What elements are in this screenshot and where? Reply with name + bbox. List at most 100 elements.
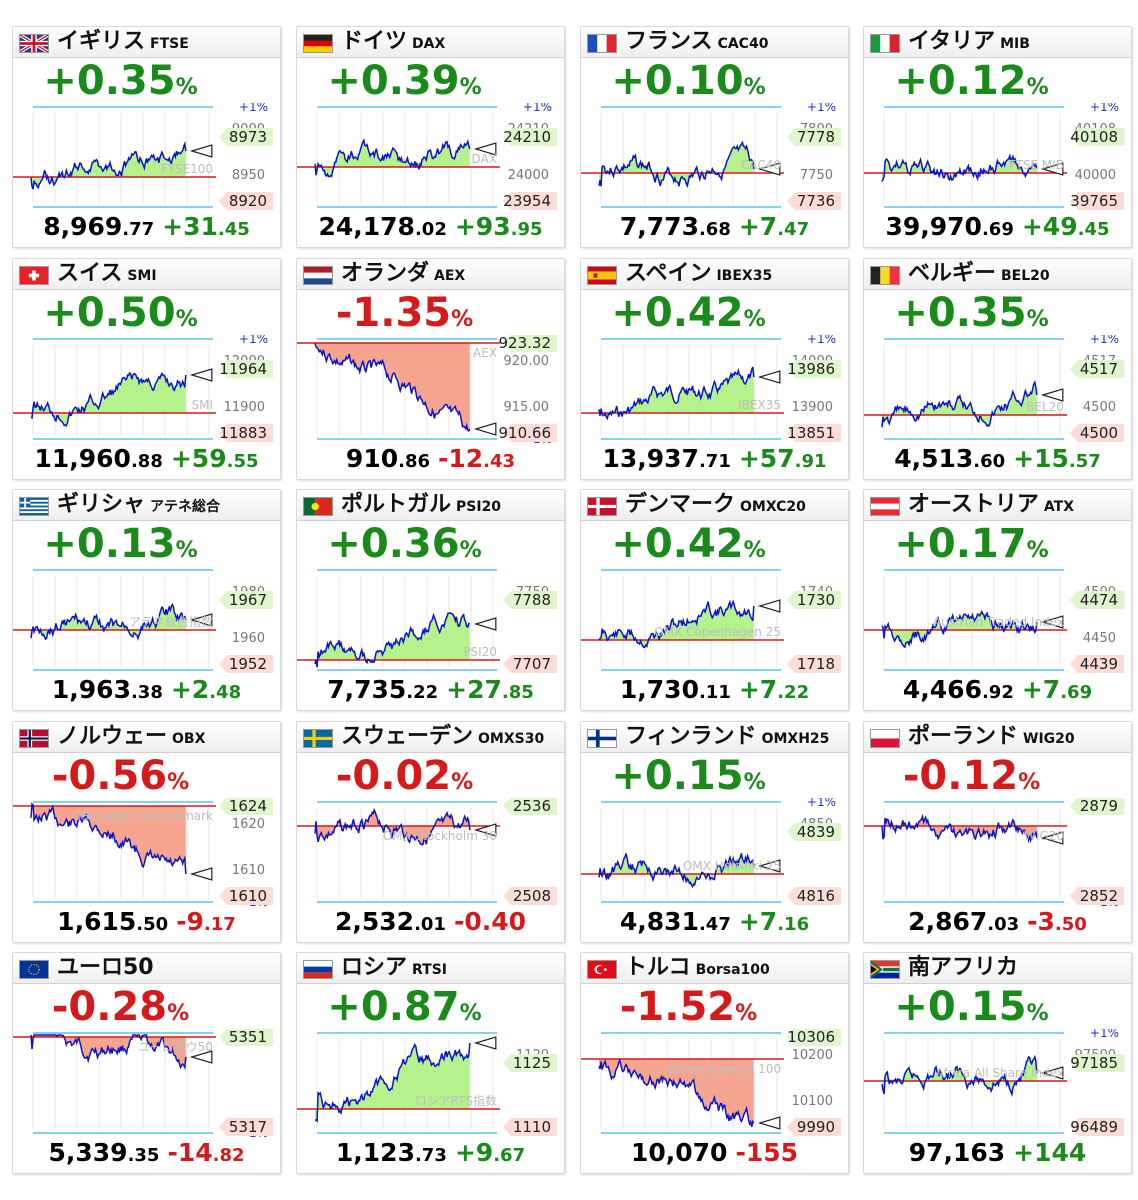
point-change: +49.45 <box>1022 212 1110 241</box>
percent-value: +0.15 <box>611 753 744 799</box>
country-name: デンマーク OMXC20 <box>625 490 806 522</box>
current-marker-icon <box>757 859 781 873</box>
index-name-label: PSI20 <box>463 645 497 659</box>
country-label: スウェーデン <box>341 724 474 749</box>
percent-unit: % <box>1018 770 1041 795</box>
card-header: スペイン IBEX35 <box>581 259 848 290</box>
percent-value: +0.50 <box>43 290 176 336</box>
change-integer: +7 <box>738 907 778 936</box>
point-change: -14.82 <box>167 1138 244 1167</box>
percent-change: -0.02% <box>297 752 512 807</box>
current-marker-icon <box>189 867 213 881</box>
price-integer: 97,163 <box>908 1138 1006 1167</box>
country-label: ドイツ <box>341 29 408 54</box>
high-tag-text: 97185 <box>1070 1054 1118 1072</box>
index-card[interactable]: ベルギーBEL20+0.35%BEL20+1%45174500451745004… <box>863 258 1132 480</box>
current-marker-icon <box>1040 615 1064 629</box>
percent-change: +0.35% <box>864 289 1079 344</box>
low-tag-text: 7736 <box>797 192 835 210</box>
low-tag-text: 1110 <box>513 1118 551 1136</box>
percent-value: +0.10 <box>611 58 744 104</box>
index-name-label: IBEX35 <box>738 398 781 412</box>
change-area <box>599 366 754 419</box>
point-change: +93.95 <box>455 212 543 241</box>
card-header: ポルトガル PSI20 <box>297 490 564 521</box>
index-card[interactable]: スウェーデン OMXS30 -0.02% OMX Stockholm 30 2536 25… <box>296 721 565 943</box>
low-tag-bg <box>787 424 841 442</box>
za-flag-icon <box>870 960 900 979</box>
price-line <box>314 612 471 668</box>
index-card[interactable]: ポルトガルPSI20+0.36%PSI207750778877077,735.2… <box>296 489 565 711</box>
change-area <box>882 382 1037 428</box>
card-header: ロシア RTSI <box>297 953 564 984</box>
scale-tick-label: 1960 <box>232 631 265 646</box>
current-marker-icon <box>189 1050 213 1064</box>
percent-change: -0.12% <box>864 752 1079 807</box>
country-name: ベルギー BEL20 <box>908 259 1050 291</box>
fi-flag-icon <box>587 729 617 748</box>
index-name-label: Africa All Share Index <box>936 1066 1064 1080</box>
price-decimal: .73 <box>414 1145 447 1166</box>
index-name-label: ロシアRTS指数 <box>415 1093 497 1108</box>
low-tag-text: 4816 <box>797 887 835 905</box>
price-integer: 1,123 <box>335 1138 415 1167</box>
dk-flag-icon <box>587 497 617 516</box>
index-card[interactable]: イギリスFTSE+0.35%FTSE100+1%9000895089738920… <box>12 26 281 248</box>
index-card[interactable]: ギリシャアテネ総合+0.13%アテネ総合指数19801960196719521,… <box>12 489 281 711</box>
scale-tick-label: 1610 <box>232 863 265 878</box>
index-card[interactable]: オランダAEX-1.35%AEX-1%920.00915.00923.32910… <box>296 258 565 480</box>
uk-flag-icon <box>19 34 49 53</box>
index-card[interactable]: ドイツDAX+0.39%DAX+1%2421024000242102395424… <box>296 26 565 248</box>
change-area <box>599 142 754 187</box>
percent-change: +0.13% <box>13 520 228 575</box>
index-card[interactable]: ロシアRTSI+0.87%ロシアRTS指数1120112511101,123.7… <box>296 952 565 1174</box>
high-tag: 2536 <box>503 798 557 815</box>
intraday-chart: PSI20775077887707 <box>297 569 557 673</box>
price-row: 2,532.01 -0.40 <box>297 906 564 941</box>
card-header: デンマーク OMXC20 <box>581 490 848 521</box>
change-decimal: .16 <box>777 914 810 935</box>
low-tag-text: 5317 <box>229 1118 267 1136</box>
low-tag: 13851 <box>787 424 841 442</box>
price-line <box>598 853 755 889</box>
change-integer: -3 <box>1027 907 1055 936</box>
country-label: オーストリア <box>908 492 1039 517</box>
price-integer: 4,466 <box>902 675 982 704</box>
country-name: イギリス FTSE <box>57 27 189 59</box>
index-card[interactable]: フランスCAC40+0.10%CAC40+1%78007750777877367… <box>580 26 849 248</box>
price-row: 13,937.71 +57.91 <box>581 443 848 478</box>
index-code: RTSI <box>412 962 448 978</box>
high-tag-text: 1125 <box>513 1054 551 1072</box>
country-name: ドイツ DAX <box>341 27 445 59</box>
price-row: 1,123.73 +9.67 <box>297 1137 564 1172</box>
country-label: ポルトガル <box>341 492 452 517</box>
price-integer: 8,969 <box>43 212 123 241</box>
index-code: OMXS30 <box>478 731 545 747</box>
country-name: フランス CAC40 <box>625 27 768 59</box>
index-card[interactable]: トルコ Borsa100 -1.52% Borsa Istanbul 100 10200… <box>580 952 849 1174</box>
current-marker-icon <box>473 1036 497 1050</box>
index-card[interactable]: スイスSMI+0.50%SMI+1%1200011900119641188311… <box>12 258 281 480</box>
price-integer: 11,960 <box>34 444 131 473</box>
price-integer: 7,773 <box>619 212 699 241</box>
percent-change: +0.12% <box>864 57 1079 112</box>
high-tag-text: 7788 <box>513 591 551 609</box>
change-decimal: .82 <box>212 1145 245 1166</box>
index-name-label: AEX <box>473 346 497 360</box>
index-card[interactable]: 南アフリカ+0.15%Africa All Share Index+1%9750… <box>863 952 1132 1174</box>
index-card[interactable]: ユーロ50-0.28%ユーロダウ50-1%535153175,339.35-14… <box>12 952 281 1174</box>
low-tag-text: 910.66 <box>499 424 552 442</box>
card-header: ノルウェー OBX <box>13 722 280 753</box>
index-card[interactable]: スペインIBEX35+0.42%IBEX35+1%140001390013986… <box>580 258 849 480</box>
country-label: 南アフリカ <box>908 955 1019 980</box>
country-label: フランス <box>625 29 713 54</box>
current-marker-icon <box>1040 388 1064 402</box>
percent-value: -0.12 <box>902 753 1019 799</box>
plus-one-percent-label: +1% <box>239 335 268 346</box>
index-card[interactable]: ポーランドWIG20-0.12%WIG20-1%287928522,867.03… <box>863 721 1132 943</box>
